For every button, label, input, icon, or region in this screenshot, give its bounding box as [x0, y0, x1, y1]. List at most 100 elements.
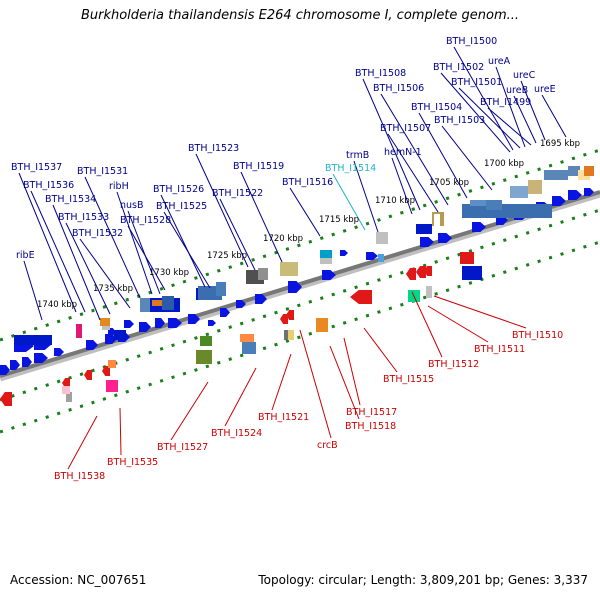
upper-gene-label[interactable]: ureB	[506, 85, 528, 96]
gene-box[interactable]	[66, 392, 72, 402]
upper-gene-label[interactable]: BTH_I1533	[58, 212, 109, 223]
lower-gene-label[interactable]: crcB	[317, 440, 338, 451]
gene-arrow-forward[interactable]	[552, 196, 566, 206]
gene-box[interactable]	[216, 282, 226, 296]
upper-gene-label[interactable]: ureA	[488, 56, 511, 67]
upper-gene-label[interactable]: BTH_I1507	[380, 123, 431, 134]
upper-gene-label[interactable]: BTH_I1523	[188, 143, 239, 154]
upper-gene-label[interactable]: BTH_I1532	[72, 228, 123, 239]
gene-box[interactable]	[320, 250, 332, 258]
upper-gene-label[interactable]: BTH_I1508	[355, 68, 406, 79]
gene-box[interactable]	[460, 252, 474, 264]
gene-arrow-reverse[interactable]	[84, 370, 92, 380]
gene-arrow-forward[interactable]	[188, 314, 200, 324]
upper-gene-label[interactable]: nusB	[120, 200, 144, 211]
gene-box[interactable]	[108, 360, 116, 368]
gene-box[interactable]	[100, 318, 110, 326]
upper-gene-label[interactable]: BTH_I1526	[153, 184, 204, 195]
gene-arrow-forward[interactable]	[236, 300, 246, 308]
gene-box[interactable]	[434, 214, 440, 226]
gene-arrow-forward[interactable]	[220, 308, 230, 317]
gene-arrow-forward[interactable]	[10, 360, 20, 370]
gene-box[interactable]	[470, 200, 486, 206]
gene-arrow-forward[interactable]	[584, 188, 594, 196]
gene-arrow-forward[interactable]	[124, 320, 134, 328]
gene-arrow-reverse[interactable]	[280, 314, 288, 324]
gene-arrow-reverse[interactable]	[424, 266, 432, 276]
upper-gene-label[interactable]: BTH_I1514	[325, 163, 376, 174]
gene-box[interactable]	[196, 350, 212, 364]
gene-arrow-forward[interactable]	[255, 294, 267, 304]
gene-arrow-reverse[interactable]	[350, 290, 372, 304]
lower-gene-label[interactable]: BTH_I1517	[346, 407, 397, 418]
gene-arrow-forward[interactable]	[34, 353, 48, 363]
lower-gene-label[interactable]: BTH_I1527	[157, 442, 208, 453]
gene-box[interactable]	[568, 166, 580, 176]
gene-box[interactable]	[510, 186, 528, 198]
gene-box[interactable]	[152, 300, 162, 306]
gene-box[interactable]	[288, 330, 294, 340]
upper-gene-label[interactable]: trmB	[346, 150, 369, 161]
gene-box[interactable]	[584, 166, 594, 176]
gene-box[interactable]	[114, 330, 126, 340]
gene-box[interactable]	[76, 324, 82, 338]
upper-gene-label[interactable]: BTH_I1499	[480, 97, 531, 108]
gene-box[interactable]	[14, 335, 52, 345]
gene-box[interactable]	[242, 342, 256, 354]
upper-gene-label[interactable]: BTH_I1501	[451, 77, 502, 88]
upper-gene-label[interactable]: BTH_I1516	[282, 177, 333, 188]
gene-arrow-reverse[interactable]	[102, 366, 110, 376]
gene-box[interactable]	[240, 334, 254, 342]
upper-gene-label[interactable]: ureE	[534, 84, 556, 95]
upper-gene-label[interactable]: BTH_I1519	[233, 161, 284, 172]
gene-box[interactable]	[140, 298, 150, 312]
gene-box[interactable]	[462, 266, 482, 280]
upper-gene-label[interactable]: ureC	[513, 70, 536, 81]
gene-box[interactable]	[416, 224, 432, 234]
lower-gene-label[interactable]: BTH_I1515	[383, 374, 434, 385]
gene-arrow-forward[interactable]	[155, 318, 165, 328]
gene-arrow-forward[interactable]	[0, 365, 10, 375]
gene-arrow-reverse[interactable]	[62, 378, 70, 388]
upper-gene-label[interactable]: BTH_I1506	[373, 83, 424, 94]
upper-gene-label[interactable]: BTH_I1534	[45, 194, 96, 205]
gene-box[interactable]	[320, 258, 332, 264]
gene-box[interactable]	[544, 170, 568, 180]
gene-box[interactable]	[284, 330, 288, 340]
gene-arrow-forward[interactable]	[22, 357, 32, 367]
gene-arrow-forward[interactable]	[288, 281, 302, 293]
gene-arrow-forward[interactable]	[208, 320, 216, 326]
gene-arrow-reverse[interactable]	[286, 310, 294, 320]
lower-gene-label[interactable]: BTH_I1535	[107, 457, 158, 468]
gene-arrow-forward[interactable]	[322, 270, 336, 280]
upper-gene-label[interactable]: hemN-1	[384, 147, 422, 158]
gene-box[interactable]	[316, 318, 328, 332]
upper-gene-label[interactable]: BTH_I1525	[156, 201, 207, 212]
gene-box[interactable]	[258, 268, 268, 280]
upper-gene-label[interactable]: BTH_I1500	[446, 36, 497, 47]
gene-arrow-forward[interactable]	[86, 340, 98, 350]
gene-arrow-forward[interactable]	[366, 252, 378, 260]
gene-arrow-forward[interactable]	[420, 237, 434, 247]
upper-gene-label[interactable]: BTH_I1536	[23, 180, 74, 191]
gene-arrow-reverse[interactable]	[406, 268, 416, 280]
gene-arrow-reverse[interactable]	[0, 392, 12, 406]
upper-gene-label[interactable]: BTH_I1504	[411, 102, 462, 113]
lower-gene-label[interactable]: BTH_I1510	[512, 330, 563, 341]
lower-gene-label[interactable]: BTH_I1511	[474, 344, 525, 355]
gene-arrow-forward[interactable]	[340, 250, 348, 256]
upper-gene-label[interactable]: ribE	[16, 250, 35, 261]
lower-gene-label[interactable]: BTH_I1538	[54, 471, 105, 482]
gene-box[interactable]	[378, 254, 384, 262]
gene-arrow-forward[interactable]	[54, 348, 64, 356]
upper-gene-label[interactable]: BTH_I1531	[77, 166, 128, 177]
upper-gene-label[interactable]: BTH_I1537	[11, 162, 62, 173]
gene-arrow-forward[interactable]	[438, 233, 452, 243]
gene-box[interactable]	[462, 204, 552, 218]
lower-gene-label[interactable]: BTH_I1524	[211, 428, 262, 439]
upper-gene-label[interactable]: BTH_I1503	[434, 115, 485, 126]
gene-box[interactable]	[106, 380, 118, 392]
upper-gene-label[interactable]: BTH_I1502	[433, 62, 484, 73]
gene-box[interactable]	[102, 326, 110, 330]
gene-box[interactable]	[280, 262, 298, 276]
